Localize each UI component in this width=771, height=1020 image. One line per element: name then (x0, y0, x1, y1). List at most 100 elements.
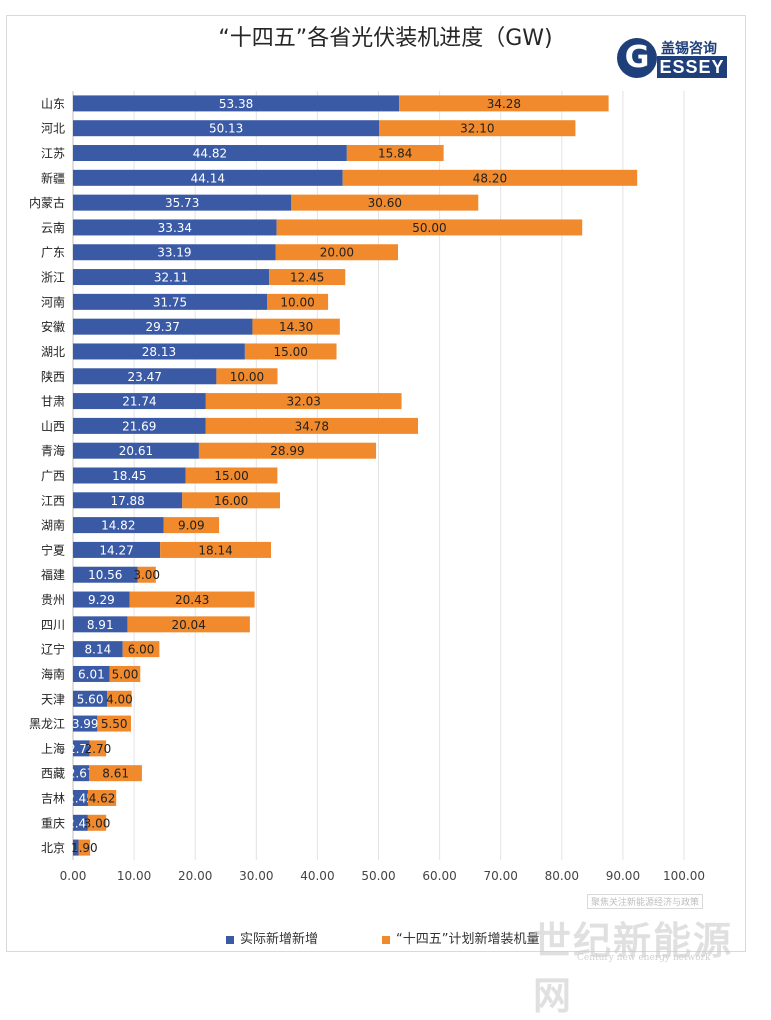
data-label-actual: 6.01 (78, 667, 105, 681)
data-label-plan: 9.09 (178, 519, 205, 533)
bar-actual (73, 616, 128, 633)
category-label: 浙江 (41, 271, 65, 285)
bar-plan (252, 318, 340, 335)
x-tick-label: 80.00 (545, 869, 579, 883)
legend-swatch-actual (226, 935, 234, 944)
logo-mark: G (617, 38, 657, 78)
data-label-plan: 4.62 (89, 791, 116, 805)
bar-actual (73, 318, 253, 335)
data-label-actual: 50.13 (209, 122, 243, 136)
legend-label-actual: 实际新增新增 (240, 932, 319, 947)
data-label-plan: 3.00 (84, 816, 111, 830)
data-label-actual: 21.74 (122, 395, 156, 409)
bar-actual (73, 467, 186, 484)
bar-actual (73, 145, 347, 162)
category-label: 广西 (41, 469, 65, 483)
bar-chart: 0.00 10.00 20.00 30.00 40.00 50.00 60.00 70.00 8… (29, 91, 705, 883)
x-tick-label: 100.00 (663, 869, 705, 883)
category-label: 新疆 (41, 170, 65, 185)
data-label-plan: 4.00 (106, 692, 133, 706)
bar-actual (73, 417, 206, 434)
watermark-en: Century new energy network (577, 953, 711, 963)
data-label-plan: 10.00 (230, 370, 264, 384)
x-tick-label: 90.00 (606, 869, 640, 883)
x-tick-label: 50.00 (361, 869, 395, 883)
bar-plan (291, 194, 479, 211)
data-label-actual: 31.75 (153, 295, 187, 309)
bar-plan (185, 467, 278, 484)
data-label-actual: 17.88 (110, 494, 144, 508)
category-label: 北京 (41, 841, 65, 855)
category-label: 福建 (41, 567, 65, 582)
legend-swatch-plan (382, 935, 390, 944)
data-label-actual: 33.34 (158, 221, 192, 235)
data-label-actual: 33.19 (157, 246, 191, 260)
bar-plan (266, 293, 329, 310)
data-label-plan: 48.20 (473, 171, 507, 185)
x-tick-label: 0.00 (60, 869, 87, 883)
gessey-logo: G 盖锡咨询 ESSEY (617, 38, 729, 80)
data-label-plan: 34.78 (295, 419, 329, 433)
data-label-actual: 21.69 (122, 419, 156, 433)
watermark-main: 世纪新能源网 (533, 918, 734, 1018)
bar-actual (73, 665, 110, 682)
category-label: 安徽 (41, 319, 65, 334)
data-label-actual: 10.56 (88, 568, 122, 582)
data-label-actual: 44.14 (191, 171, 225, 185)
bar-plan (109, 665, 141, 682)
bar-actual (73, 765, 90, 782)
bar-actual (73, 393, 206, 410)
data-label-plan: 18.14 (198, 543, 232, 557)
bar-actual (73, 269, 270, 286)
bar-plan (269, 269, 346, 286)
category-label: 河南 (41, 294, 65, 309)
bar-actual (73, 789, 88, 806)
watermark: 聚焦关注新能源经济与政策 世纪新能源网 Century new energy n… (525, 890, 765, 1018)
data-label-actual: 29.37 (146, 320, 180, 334)
data-label-actual: 23.47 (128, 370, 162, 384)
data-label-plan: 5.00 (112, 667, 139, 681)
data-label-plan: 12.45 (290, 271, 324, 285)
data-label-actual: 14.82 (101, 519, 135, 533)
bar-actual (73, 95, 400, 112)
bar-actual (73, 492, 183, 509)
x-tick-label: 30.00 (239, 869, 273, 883)
bar-actual (73, 839, 79, 856)
bar-plan (107, 690, 132, 707)
data-label-actual: 14.27 (99, 543, 133, 557)
data-label-plan: 1.90 (71, 841, 98, 855)
category-label: 湖南 (41, 518, 65, 533)
bar-plan (346, 145, 444, 162)
x-tick-label: 40.00 (300, 869, 334, 883)
bar-plan (182, 492, 281, 509)
bar-plan (244, 343, 337, 360)
x-tick-label: 60.00 (422, 869, 456, 883)
bar-actual (73, 715, 98, 732)
data-label-actual: 2.67 (68, 767, 95, 781)
data-label-plan: 20.00 (320, 246, 354, 260)
category-label: 重庆 (41, 816, 65, 830)
category-label: 海南 (41, 666, 65, 681)
data-label-plan: 50.00 (412, 221, 446, 235)
bar-plan (89, 765, 142, 782)
bar-plan (379, 120, 576, 137)
data-label-actual: 18.45 (112, 469, 146, 483)
logo-cn-text: 盖锡咨询 (661, 41, 717, 57)
category-label: 上海 (41, 741, 65, 756)
x-tick-label: 70.00 (484, 869, 518, 883)
bar-actual (73, 194, 292, 211)
bar-actual (73, 120, 380, 137)
category-label: 山东 (41, 97, 65, 111)
bar-actual (73, 641, 123, 658)
bar-plan (137, 566, 156, 583)
chart-title: “十四五”各省光伏装机进度（GW) (218, 26, 553, 51)
bar-plan (87, 814, 107, 831)
bar-plan (342, 169, 638, 186)
category-label: 宁夏 (41, 542, 65, 557)
bar-actual (73, 169, 343, 186)
bar-actual (73, 591, 130, 608)
category-label: 黑龙江 (29, 717, 65, 731)
bar-actual (73, 541, 161, 558)
data-label-actual: 2.43 (67, 816, 94, 830)
category-label: 广东 (41, 246, 65, 260)
